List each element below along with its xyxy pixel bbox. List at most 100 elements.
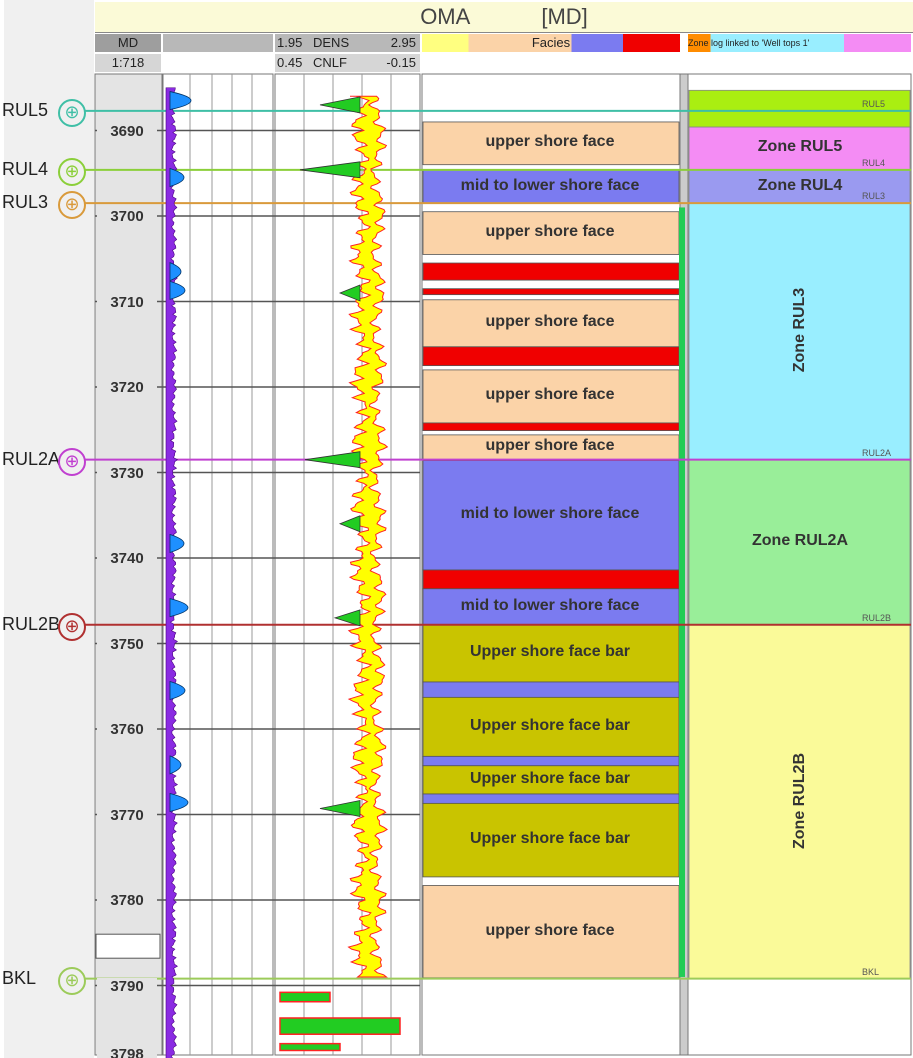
zone-top-tag: RUL2B — [862, 612, 892, 623]
facies-block — [422, 696, 680, 757]
gr-spike — [169, 533, 185, 554]
facies-block — [422, 299, 680, 348]
facies-block-label: mid to lower shore face — [460, 176, 640, 194]
zone-block — [688, 624, 911, 980]
zone-top-tag: RUL5 — [862, 98, 886, 109]
dens-separation-spike — [333, 609, 361, 627]
facies-block — [422, 569, 680, 590]
zone-block — [688, 169, 911, 204]
cnlf-header: 0.45 CNLF -0.15 — [275, 54, 420, 72]
scale-label: 1:718 — [111, 55, 145, 70]
dens-bottom-block — [279, 1042, 341, 1052]
well-top-marker-icon: ⊕ — [58, 157, 86, 186]
facies-block-label: mid to lower shore face — [460, 596, 640, 614]
gr-track-header — [163, 34, 273, 52]
facies-block — [422, 624, 680, 683]
gr-spike — [169, 280, 186, 300]
well-title: OMA — [420, 4, 470, 29]
depth-reference: [MD] — [541, 4, 588, 29]
dens-separation-spike — [338, 284, 361, 302]
facies-block-label: upper shore face — [485, 223, 615, 241]
facies-block — [422, 288, 680, 296]
facies-block — [422, 755, 680, 767]
depth-tick-label: 3710 — [97, 293, 157, 311]
zone-block-label: Zone RUL3 — [791, 288, 808, 373]
facies-edge-marker — [679, 207, 685, 977]
well-top-name: RUL2A — [2, 448, 61, 469]
depth-tick-label: 3690 — [97, 122, 157, 140]
facies-block — [422, 262, 680, 281]
facies-block-label: upper shore face — [485, 386, 615, 404]
zone-block-label: Zone RUL2A — [752, 532, 848, 550]
facies-block — [422, 422, 680, 432]
cnlf-max: -0.15 — [386, 55, 416, 70]
facies-block — [422, 369, 680, 424]
gr-spike — [169, 755, 182, 775]
dens-separation-spike — [304, 451, 361, 469]
facies-block — [422, 346, 680, 367]
dens-min: 1.95 — [277, 35, 303, 50]
dens-header: 1.95 DENS 2.95 — [275, 34, 420, 52]
facies-block — [422, 885, 680, 979]
dens-max: 2.95 — [390, 35, 416, 50]
zone-block — [688, 89, 911, 128]
facies-block — [422, 460, 680, 571]
gr-spike — [169, 91, 192, 111]
depth-tick-label: 3760 — [97, 721, 157, 738]
facies-block — [422, 681, 680, 698]
depth-tick-label: 3770 — [97, 806, 157, 824]
zone-top-tag: RUL2A — [862, 447, 892, 458]
depth-tick-label: 3720 — [97, 379, 157, 396]
depth-tick-label: 3790 — [97, 977, 157, 995]
md-gap-box — [95, 933, 161, 959]
depth-tick-label: 3750 — [97, 635, 157, 653]
dens-separation-spike — [319, 96, 361, 114]
cnlf-min: 0.45 — [277, 55, 303, 70]
zone-block-label: Zone RUL2B — [791, 752, 808, 849]
gr-spike — [169, 261, 182, 282]
well-top-marker-icon: ⊕ — [58, 447, 86, 476]
facies-block-label: Upper shore face bar — [469, 769, 631, 787]
well-top-name: RUL3 — [2, 192, 49, 213]
zone-block-label: Zone RUL5 — [757, 138, 843, 156]
well-top-name: RUL5 — [2, 99, 49, 120]
zone-top-tag: RUL3 — [862, 191, 886, 202]
well-top-name: BKL — [2, 967, 37, 988]
facies-header: Facies — [422, 34, 680, 52]
depth-tick-label: 3780 — [97, 892, 157, 909]
zone-block-label: Zone RUL4 — [757, 176, 843, 194]
gr-curve — [165, 87, 179, 1058]
well-top-name: RUL4 — [2, 158, 49, 179]
facies-block — [422, 169, 680, 204]
depth-tick-label: 3798 — [97, 1045, 157, 1058]
md-header: MD — [95, 34, 161, 52]
gr-spike — [169, 598, 189, 618]
md-header-label: MD — [117, 35, 139, 50]
dens-bottom-block — [279, 1017, 401, 1035]
depth-tick-label: 3740 — [97, 550, 157, 567]
well-top-marker-icon: ⊕ — [58, 966, 86, 995]
zone-header-label: Zone log linked to 'Well tops 1' — [688, 38, 810, 48]
facies-block-label: mid to lower shore face — [460, 505, 640, 523]
facies-block — [422, 211, 680, 255]
zone-block — [688, 126, 911, 171]
well-top-marker-icon: ⊕ — [58, 98, 86, 127]
facies-block-label: upper shore face — [485, 921, 615, 939]
facies-block-label: upper shore face — [485, 437, 615, 455]
facies-block-label: upper shore face — [485, 133, 615, 151]
dens-name: DENS — [313, 35, 350, 50]
gr-spike — [169, 167, 185, 188]
depth-tick-label: 3700 — [97, 208, 157, 225]
gr-track — [162, 73, 274, 1056]
scale-header: 1:718 — [95, 54, 161, 72]
facies-block-label: upper shore face — [485, 313, 615, 331]
facies-block-label: Upper shore face bar — [469, 716, 631, 734]
dens-separation-spike — [299, 161, 361, 179]
facies-block-label: Upper shore face bar — [469, 643, 631, 661]
gr-spike — [169, 793, 189, 813]
zone-header: Zone log linked to 'Well tops 1' — [688, 34, 911, 52]
cnlf-name: CNLF — [313, 55, 347, 70]
well-top-marker-icon: ⊕ — [58, 612, 86, 641]
